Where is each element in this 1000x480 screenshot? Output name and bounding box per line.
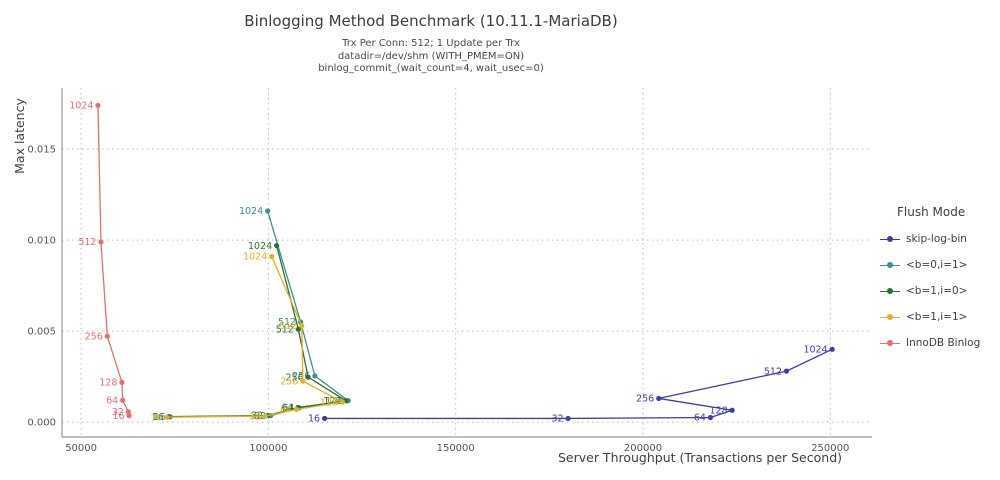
chart-subtitle-line-3: binlog_commit_(wait_count=4, wait_usec=0… xyxy=(318,63,544,74)
data-point-label: 512 xyxy=(78,237,96,248)
chart-subtitle-line-1: Trx Per Conn: 512; 1 Update per Trx xyxy=(342,38,520,49)
data-point xyxy=(565,415,571,422)
data-point-label: 1024 xyxy=(239,206,263,217)
data-point-label: 1024 xyxy=(248,241,272,252)
data-point-label: 512 xyxy=(276,324,294,335)
chart-title: Binlogging Method Benchmark (10.11.1-Mar… xyxy=(244,12,618,30)
legend: Flush Mode skip-log-bin <b=0,i=1> <b=1,i=0… xyxy=(880,205,998,356)
legend-item: <b=1,i=1> xyxy=(880,304,998,330)
x-tick-label: 50000 xyxy=(65,443,97,454)
data-point-label: 1024 xyxy=(243,252,267,263)
data-point-label: 32 xyxy=(249,411,261,422)
data-point-label: 16 xyxy=(150,412,162,423)
data-point-label: 64 xyxy=(280,405,292,416)
data-point-label: 256 xyxy=(285,372,303,383)
data-point-label: 16 xyxy=(152,412,164,423)
data-point-label: 128 xyxy=(710,405,728,416)
data-point-label: 256 xyxy=(280,376,298,387)
data-point-label: 128 xyxy=(99,378,117,389)
data-point-label: 128 xyxy=(320,397,338,408)
data-point-label: 64 xyxy=(694,413,706,424)
data-point-label: 256 xyxy=(292,371,310,382)
series-line xyxy=(97,105,130,416)
data-point-label: 64 xyxy=(106,395,118,406)
x-tick-label: 100000 xyxy=(249,443,287,454)
data-point xyxy=(293,406,300,412)
x-tick-label: 250000 xyxy=(811,443,849,454)
legend-item: skip-log-bin xyxy=(880,226,998,252)
data-point xyxy=(104,333,110,339)
data-point xyxy=(829,346,835,352)
data-point xyxy=(269,253,275,260)
data-point xyxy=(119,379,125,386)
legend-marker-icon xyxy=(880,286,900,296)
legend-item-label: <b=0,i=1> xyxy=(906,259,968,271)
data-point-label: 1024 xyxy=(803,344,827,355)
data-point xyxy=(321,415,328,422)
legend-item-label: skip-log-bin xyxy=(906,233,967,245)
data-point xyxy=(339,399,346,405)
data-point xyxy=(729,407,735,413)
data-point-label: 64 xyxy=(283,403,295,414)
legend-item: <b=0,i=1> xyxy=(880,252,998,278)
data-point xyxy=(125,409,131,415)
legend-marker-icon xyxy=(880,312,900,322)
data-point xyxy=(98,239,104,245)
data-point-label: 16 xyxy=(154,412,166,423)
data-point xyxy=(95,102,101,109)
data-point xyxy=(126,413,132,419)
data-point-label: 16 xyxy=(112,411,124,422)
data-point-label: 64 xyxy=(281,403,293,414)
legend-item-label: <b=1,i=0> xyxy=(906,285,968,297)
data-point xyxy=(656,395,662,402)
x-tick-label: 200000 xyxy=(624,443,662,454)
legend-marker-icon xyxy=(880,234,900,244)
data-point-label: 512 xyxy=(764,366,782,377)
data-point xyxy=(305,374,311,380)
y-axis-label: Max latency xyxy=(12,98,27,174)
data-point-label: 128 xyxy=(326,396,344,407)
data-point-label: 128 xyxy=(323,396,341,407)
data-point-label: 256 xyxy=(636,394,654,405)
legend-items: skip-log-bin <b=0,i=1> <b=1,i=0> <b=1,i=1> I… xyxy=(880,226,998,356)
legend-item-label: <b=1,i=1> xyxy=(906,311,968,323)
y-tick-label: 0.010 xyxy=(27,236,56,247)
x-axis-label: Server Throughput (Transactions per Seco… xyxy=(558,450,842,465)
data-point-label: 32 xyxy=(551,414,563,425)
legend-title: Flush Mode xyxy=(897,205,966,219)
data-point xyxy=(164,414,170,420)
data-point xyxy=(262,413,269,419)
y-tick-label: 0.005 xyxy=(27,327,56,338)
legend-marker-icon xyxy=(880,260,900,270)
data-point xyxy=(783,368,790,374)
series-line xyxy=(166,256,344,418)
chart-subtitle-line-2: datadir=/dev/shm (WITH_PMEM=ON) xyxy=(337,50,525,62)
chart-subtitle: Trx Per Conn: 512; 1 Update per Trx data… xyxy=(0,38,862,76)
y-tick-label: 0.015 xyxy=(27,145,56,156)
legend-marker-icon xyxy=(880,338,900,348)
data-point xyxy=(120,397,126,403)
legend-item: <b=1,i=0> xyxy=(880,278,998,304)
x-tick-label: 150000 xyxy=(437,443,475,454)
data-point-label: 1024 xyxy=(69,101,93,112)
data-point-label: 16 xyxy=(308,414,320,425)
data-point xyxy=(295,326,301,332)
legend-item: InnoDB Binlog xyxy=(880,330,998,356)
series-line xyxy=(324,348,833,420)
data-point xyxy=(274,242,280,249)
data-point xyxy=(300,378,306,384)
data-point-label: 512 xyxy=(278,317,296,328)
data-point xyxy=(312,373,318,379)
data-point xyxy=(299,323,305,329)
data-point-label: 256 xyxy=(85,331,103,342)
data-point xyxy=(707,414,714,421)
data-point-label: 32 xyxy=(112,407,124,418)
data-point-label: 512 xyxy=(279,321,297,332)
y-tick-label: 0.000 xyxy=(27,418,56,429)
legend-item-label: InnoDB Binlog xyxy=(906,337,981,349)
data-point xyxy=(265,208,271,214)
